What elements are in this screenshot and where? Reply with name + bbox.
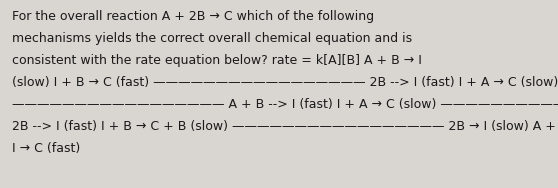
Text: consistent with the rate equation below? rate = k[A][B] A + B → I: consistent with the rate equation below?…	[12, 54, 422, 67]
Text: mechanisms yields the correct overall chemical equation and is: mechanisms yields the correct overall ch…	[12, 32, 412, 45]
Text: ————————————————— A + B --> I (fast) I + A → C (slow) ————————————————— A +: ————————————————— A + B --> I (fast) I +…	[12, 98, 558, 111]
Text: 2B --> I (fast) I + B → C + B (slow) ————————————————— 2B → I (slow) A +: 2B --> I (fast) I + B → C + B (slow) ———…	[12, 120, 556, 133]
Text: I → C (fast): I → C (fast)	[12, 142, 80, 155]
Text: For the overall reaction A + 2B → C which of the following: For the overall reaction A + 2B → C whic…	[12, 10, 374, 23]
Text: (slow) I + B → C (fast) ————————————————— 2B --> I (fast) I + A → C (slow): (slow) I + B → C (fast) ————————————————…	[12, 76, 558, 89]
